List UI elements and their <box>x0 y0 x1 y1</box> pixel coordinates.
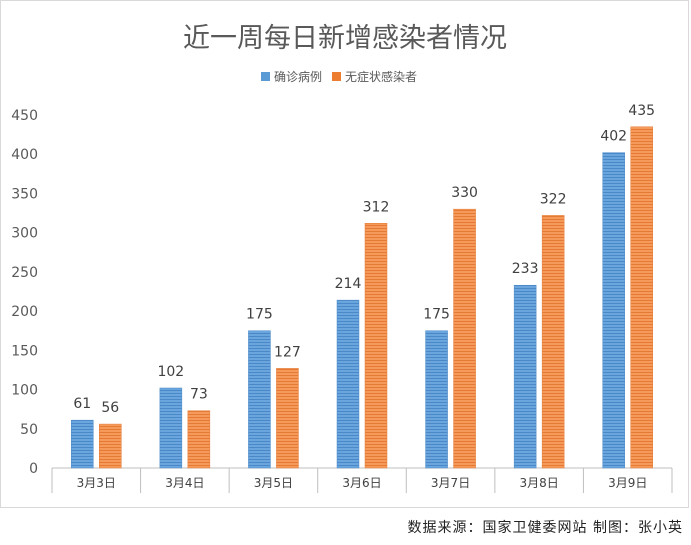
bar-confirmed-4 <box>425 330 448 469</box>
data-label-confirmed-5: 233 <box>512 261 539 277</box>
x-axis: 3月3日 3月4日 3月5日 3月6日 3月7日 3月8日 3月9日 <box>51 467 673 493</box>
y-tick-label-2: 100 <box>11 383 38 399</box>
data-label-asymptomatic-1: 73 <box>190 387 208 403</box>
data-label-asymptomatic-5: 322 <box>540 191 567 207</box>
y-tick-label-1: 50 <box>20 422 38 438</box>
data-label-asymptomatic-6: 435 <box>628 103 655 119</box>
legend-swatch-1 <box>332 72 341 81</box>
bar-asymptomatic-0 <box>99 423 122 469</box>
data-label-asymptomatic-3: 312 <box>363 199 390 215</box>
x-tick-label-0: 3月3日 <box>77 476 116 490</box>
data-label-asymptomatic-2: 127 <box>274 344 301 360</box>
y-tick-label-7: 350 <box>11 186 38 202</box>
x-tick-label-5: 3月8日 <box>520 476 559 490</box>
data-label-confirmed-6: 402 <box>600 129 627 145</box>
data-label-confirmed-2: 175 <box>246 307 273 323</box>
y-tick-label-9: 450 <box>11 108 38 124</box>
x-tick-label-4: 3月7日 <box>431 476 470 490</box>
bar-confirmed-5 <box>513 284 537 469</box>
y-tick-label-5: 250 <box>11 265 38 281</box>
y-tick-label-3: 150 <box>11 343 38 359</box>
bar-asymptomatic-1 <box>187 410 211 469</box>
legend: 确诊病例 无症状感染者 <box>261 69 417 84</box>
bar-confirmed-6 <box>602 152 625 469</box>
bar-confirmed-0 <box>71 419 94 469</box>
bar-asymptomatic-3 <box>364 223 388 469</box>
legend-swatch-0 <box>261 72 270 81</box>
data-label-confirmed-4: 175 <box>423 307 450 323</box>
source-caption: 数据来源：国家卫健委网站 制图：张小英 <box>407 520 683 536</box>
bar-confirmed-2 <box>248 330 271 469</box>
x-tick-label-1: 3月4日 <box>165 476 204 490</box>
data-label-confirmed-1: 102 <box>157 364 184 380</box>
y-tick-label-6: 300 <box>11 226 38 242</box>
data-label-asymptomatic-4: 330 <box>451 185 478 201</box>
data-label-confirmed-3: 214 <box>335 276 362 292</box>
x-tick-label-6: 3月9日 <box>608 476 647 490</box>
bar-asymptomatic-5 <box>541 215 565 469</box>
legend-label-0: 确诊病例 <box>274 69 322 84</box>
x-tick-label-3: 3月6日 <box>342 476 381 490</box>
x-tick-label-2: 3月5日 <box>254 476 293 490</box>
bar-asymptomatic-2 <box>276 368 299 469</box>
bar-confirmed-3 <box>336 299 360 469</box>
y-axis: 0 50 100 150 200 250 300 350 400 450 <box>11 108 38 477</box>
y-tick-label-0: 0 <box>29 461 38 477</box>
legend-label-1: 无症状感染者 <box>345 69 417 84</box>
y-tick-label-4: 200 <box>11 304 38 320</box>
bar-asymptomatic-4 <box>453 208 476 469</box>
data-label-asymptomatic-0: 56 <box>101 400 119 416</box>
bar-asymptomatic-6 <box>630 126 653 469</box>
y-tick-label-8: 400 <box>11 147 38 163</box>
data-label-confirmed-0: 61 <box>73 396 91 412</box>
bar-confirmed-1 <box>159 387 183 469</box>
chart-frame <box>0 0 689 508</box>
chart-title: 近一周每日新增感染者情况 <box>183 23 507 54</box>
